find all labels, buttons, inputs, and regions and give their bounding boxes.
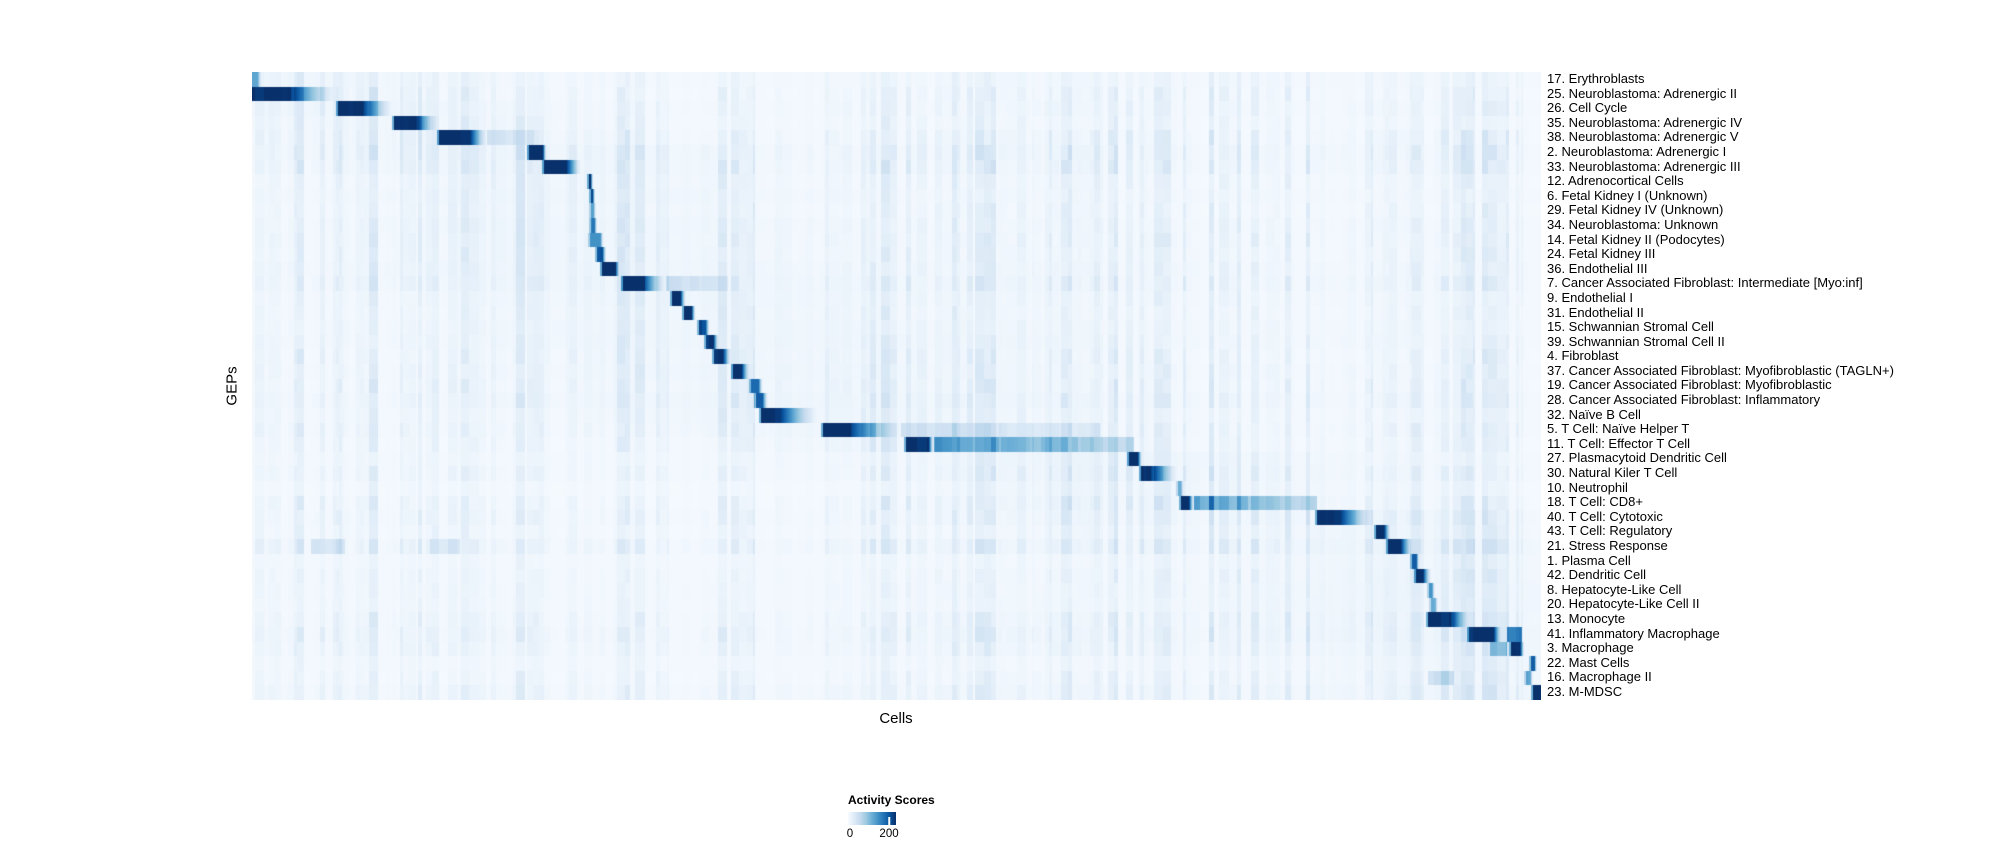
x-axis-label: Cells [879, 710, 913, 727]
legend-title: Activity Scores [848, 793, 935, 807]
gep-row-labels: 17. Erythroblasts 25. Neuroblastoma: Adre… [1547, 71, 1987, 700]
row-label: 2. Neuroblastoma: Adrenergic I [1547, 143, 1727, 159]
row-label: 25. Neuroblastoma: Adrenergic II [1547, 85, 1738, 101]
row-label: 20. Hepatocyte-Like Cell II [1547, 596, 1700, 612]
row-label: 19. Cancer Associated Fibroblast: Myofib… [1547, 377, 1832, 393]
y-axis-label: GEPs [223, 366, 241, 406]
colorbar-tick-200 [888, 816, 890, 825]
row-label: 40. T Cell: Cytotoxic [1547, 508, 1663, 524]
row-label: 30. Natural Kiler T Cell [1547, 465, 1678, 481]
row-label: 42. Dendritic Cell [1547, 567, 1646, 583]
row-label: 6. Fetal Kidney I (Unknown) [1547, 187, 1708, 203]
row-label: 21. Stress Response [1547, 538, 1668, 553]
colorbar-label-0: 0 [846, 828, 854, 840]
heatmap-canvas [252, 72, 1541, 700]
row-label: 14. Fetal Kidney II (Podocytes) [1547, 231, 1725, 247]
row-label: 37. Cancer Associated Fibroblast: Myofib… [1547, 362, 1894, 378]
row-label: 11. T Cell: Effector T Cell [1547, 435, 1691, 451]
row-label: 41. Inflammatory Macrophage [1547, 625, 1720, 641]
row-label: 35. Neuroblastoma: Adrenergic IV [1547, 114, 1743, 130]
row-label: 23. M-MDSC [1547, 683, 1623, 699]
row-label: 13. Monocyte [1547, 610, 1626, 626]
colorbar-legend: Activity Scores 0 200 [846, 793, 968, 842]
row-label: 32. Naïve B Cell [1547, 406, 1641, 422]
colorbar-label-200: 200 [879, 828, 899, 840]
row-label: 18. T Cell: CD8+ [1547, 494, 1643, 510]
row-label: 31. Endothelial II [1547, 304, 1644, 320]
row-label: 17. Erythroblasts [1547, 71, 1645, 86]
row-label: 8. Hepatocyte-Like Cell [1547, 581, 1682, 597]
row-label: 39. Schwannian Stromal Cell II [1547, 333, 1725, 349]
row-label: 36. Endothelial III [1547, 260, 1648, 276]
row-label: 4. Fibroblast [1547, 348, 1619, 364]
row-label: 10. Neutrophil [1547, 479, 1628, 495]
row-label: 38. Neuroblastoma: Adrenergic V [1547, 129, 1739, 145]
row-label: 16. Macrophage II [1547, 669, 1652, 685]
row-label: 26. Cell Cycle [1547, 100, 1628, 116]
row-label: 27. Plasmacytoid Dendritic Cell [1547, 450, 1727, 466]
row-label: 7. Cancer Associated Fibroblast: Interme… [1547, 275, 1863, 291]
row-label: 3. Macrophage [1547, 640, 1634, 656]
row-label: 5. T Cell: Naïve Helper T [1547, 421, 1690, 437]
row-label: 28. Cancer Associated Fibroblast: Inflam… [1547, 392, 1821, 408]
row-label: 43. T Cell: Regulatory [1547, 523, 1673, 539]
row-label: 9. Endothelial I [1547, 289, 1634, 305]
colorbar-gradient [848, 812, 896, 825]
row-label: 24. Fetal Kidney III [1547, 246, 1656, 262]
row-label: 1. Plasma Cell [1547, 552, 1631, 568]
row-label: 12. Adrenocortical Cells [1547, 173, 1684, 189]
row-label: 33. Neuroblastoma: Adrenergic III [1547, 158, 1741, 174]
row-label: 29. Fetal Kidney IV (Unknown) [1547, 202, 1724, 218]
row-label: 22. Mast Cells [1547, 654, 1630, 670]
row-label: 34. Neuroblastoma: Unknown [1547, 216, 1719, 232]
row-label: 15. Schwannian Stromal Cell [1547, 319, 1714, 335]
colorbar-tick-labels: 0 200 [846, 828, 899, 842]
